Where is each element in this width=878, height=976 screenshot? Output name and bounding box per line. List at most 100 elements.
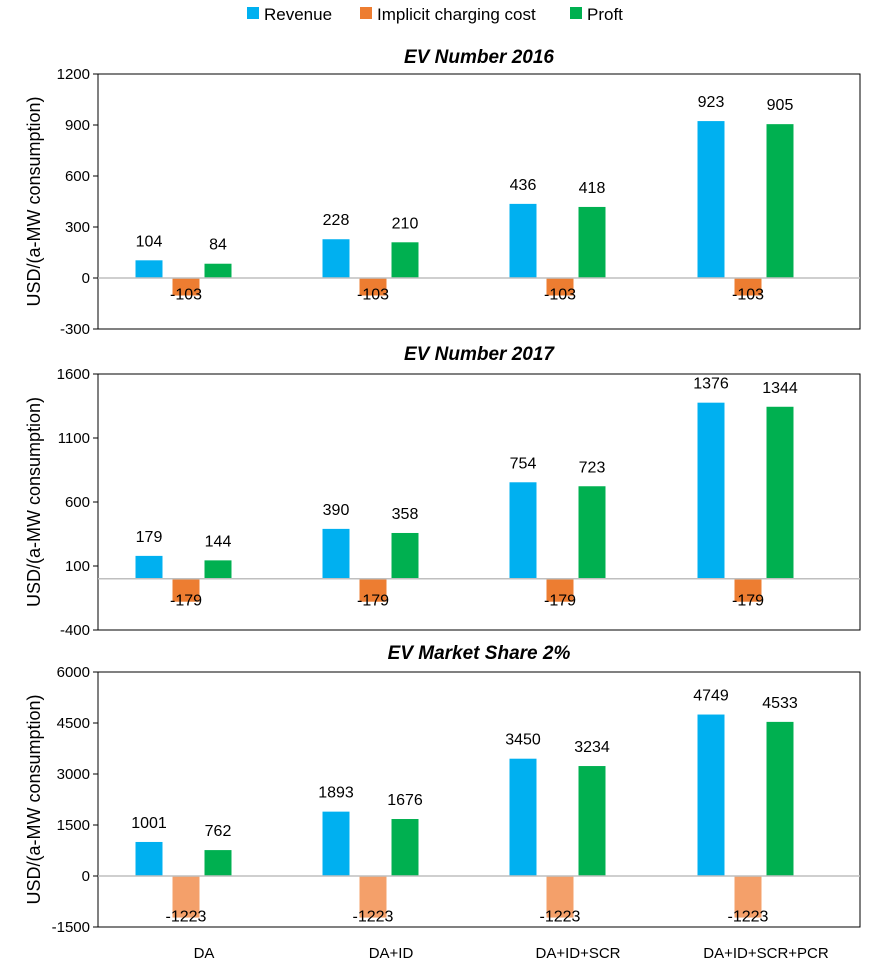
data-label: -179: [732, 593, 764, 610]
bar-proft-2: [578, 766, 606, 876]
data-label: 84: [209, 237, 227, 254]
chart-title: EV Number 2017: [404, 344, 555, 365]
bar-revenue-1: [322, 528, 350, 579]
y-tick-label: 300: [65, 219, 90, 236]
bar-implicit-charging-cost-1: [359, 578, 387, 602]
bar-proft-3: [766, 124, 794, 279]
data-label: 754: [510, 455, 537, 472]
legend-swatch-0: [247, 7, 259, 19]
chart-panel-1: EV Number 2017 USD/(a-MW consumption) -400…: [24, 344, 861, 639]
data-label: 1001: [131, 815, 167, 832]
data-label: 436: [510, 177, 537, 194]
chart-panel-2: EV Market Share 2% USD/(a-MW consumption)…: [24, 643, 861, 962]
bar-implicit-charging-cost-2: [546, 876, 574, 918]
x-category-label: DA: [194, 945, 215, 962]
y-tick-label: 1500: [57, 817, 90, 834]
data-label: 1893: [318, 785, 354, 802]
chart-panels: EV Number 2016 USD/(a-MW consumption) -300…: [24, 47, 861, 962]
bar-proft-3: [766, 406, 794, 579]
plot-area-frame: [97, 671, 861, 928]
legend-label-0: Revenue: [264, 5, 332, 24]
chart-title: EV Market Share 2%: [388, 643, 571, 664]
bar-proft-1: [391, 819, 419, 876]
bar-revenue-0: [135, 555, 163, 579]
data-label: -1223: [166, 909, 207, 926]
data-label: 144: [205, 533, 232, 550]
bar-implicit-charging-cost-0: [172, 876, 200, 918]
data-label: -179: [170, 593, 202, 610]
bar-implicit-charging-cost-3: [734, 578, 762, 602]
data-label: 4749: [693, 688, 729, 705]
plot-area-frame: [97, 73, 861, 330]
y-tick-label: 600: [65, 168, 90, 185]
bar-revenue-1: [322, 239, 350, 278]
data-label: -179: [544, 593, 576, 610]
data-label: -103: [357, 287, 389, 304]
bar-proft-2: [578, 486, 606, 579]
legend-label-1: Implicit charging cost: [377, 5, 536, 24]
x-category-label: DA+ID+SCR+PCR: [703, 945, 829, 962]
y-tick-label: 1200: [57, 66, 90, 83]
bar-revenue-2: [509, 203, 537, 278]
data-label: -179: [357, 593, 389, 610]
data-label: 1376: [693, 376, 729, 393]
y-tick-label: -300: [60, 321, 90, 338]
data-label: 3450: [505, 732, 541, 749]
y-tick-label: 600: [65, 494, 90, 511]
chart-title: EV Number 2016: [404, 47, 554, 68]
data-label: 358: [392, 506, 419, 523]
bar-implicit-charging-cost-2: [546, 278, 574, 296]
data-label: 418: [579, 180, 606, 197]
y-tick-label: 0: [82, 270, 90, 287]
data-label: -1223: [728, 909, 769, 926]
data-label: -1223: [353, 909, 394, 926]
data-label: 1676: [387, 792, 423, 809]
bar-revenue-1: [322, 811, 350, 876]
x-category-label: DA+ID: [369, 945, 414, 962]
legend-swatch-2: [570, 7, 582, 19]
data-label: 228: [323, 212, 350, 229]
data-label: 723: [579, 459, 606, 476]
y-tick-label: 0: [82, 868, 90, 885]
data-label: 4533: [762, 695, 798, 712]
legend: Revenue Implicit charging cost Proft: [247, 5, 623, 24]
bar-revenue-2: [509, 482, 537, 579]
bar-proft-0: [204, 263, 232, 278]
bar-proft-2: [578, 206, 606, 278]
bar-proft-0: [204, 850, 232, 876]
y-tick-label: 100: [65, 558, 90, 575]
y-tick-label: 4500: [57, 715, 90, 732]
bar-implicit-charging-cost-3: [734, 278, 762, 296]
y-tick-label: -400: [60, 622, 90, 639]
bar-implicit-charging-cost-0: [172, 278, 200, 296]
bar-revenue-0: [135, 841, 163, 876]
data-label: 1344: [762, 380, 798, 397]
bar-implicit-charging-cost-3: [734, 876, 762, 918]
data-label: -103: [732, 287, 764, 304]
legend-label-2: Proft: [587, 5, 623, 24]
bar-implicit-charging-cost-0: [172, 578, 200, 602]
y-tick-label: 1100: [58, 430, 90, 447]
bar-implicit-charging-cost-1: [359, 876, 387, 918]
data-label: 3234: [574, 739, 610, 756]
data-label: 210: [392, 215, 419, 232]
data-label: 905: [767, 97, 794, 114]
data-label: 104: [136, 233, 163, 250]
bar-revenue-3: [697, 121, 725, 278]
data-label: -103: [544, 287, 576, 304]
bar-revenue-2: [509, 758, 537, 876]
y-tick-label: 900: [65, 117, 90, 134]
y-tick-label: -1500: [52, 919, 90, 936]
bar-implicit-charging-cost-1: [359, 278, 387, 296]
y-tick-label: 6000: [57, 664, 90, 681]
data-label: 179: [136, 529, 163, 546]
legend-swatch-1: [360, 7, 372, 19]
data-label: -1223: [540, 909, 581, 926]
bar-revenue-3: [697, 402, 725, 579]
bar-proft-0: [204, 560, 232, 579]
data-label: -103: [170, 287, 202, 304]
y-tick-label: 3000: [57, 766, 90, 783]
data-label: 390: [323, 502, 350, 519]
bar-revenue-3: [697, 714, 725, 876]
